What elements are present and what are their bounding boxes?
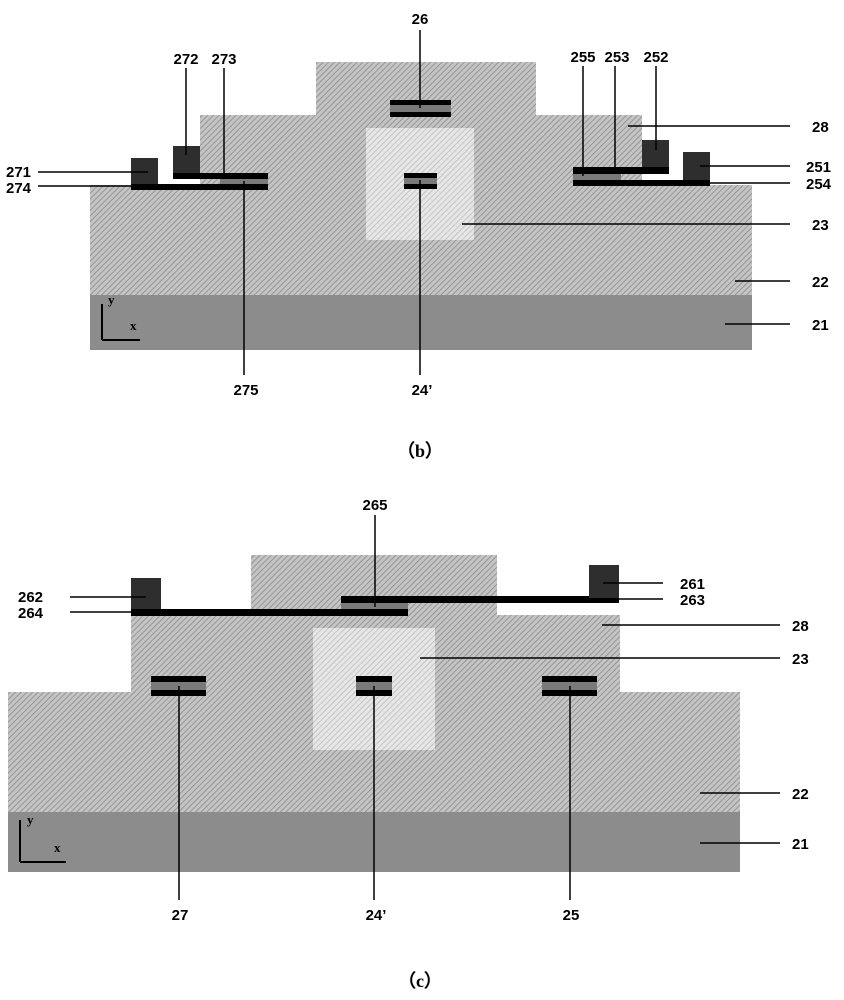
label-22: 22 bbox=[812, 274, 829, 291]
label-28: 28 bbox=[792, 618, 809, 635]
label-272: 272 bbox=[173, 51, 198, 68]
label-23: 23 bbox=[812, 217, 829, 234]
electrode-261 bbox=[589, 565, 619, 598]
label-24p: 24’ bbox=[412, 382, 433, 399]
label-262: 262 bbox=[18, 589, 43, 606]
label-25: 25 bbox=[563, 907, 580, 924]
label-274: 274 bbox=[6, 180, 32, 197]
label-252: 252 bbox=[643, 49, 668, 66]
axis-y-label: y bbox=[108, 292, 115, 307]
bar-273 bbox=[173, 173, 268, 179]
label-273: 273 bbox=[211, 51, 236, 68]
label-23: 23 bbox=[792, 651, 809, 668]
figure-b: y x 26 272 273 271 274 255 253 252 28 25… bbox=[6, 11, 832, 461]
caption-c: （c） bbox=[398, 971, 442, 991]
label-22: 22 bbox=[792, 786, 809, 803]
label-28: 28 bbox=[812, 119, 829, 136]
axis-x-label: x bbox=[54, 840, 61, 855]
label-264: 264 bbox=[18, 605, 44, 622]
electrode-262 bbox=[131, 578, 161, 610]
bar-274 bbox=[131, 184, 268, 190]
layer-21-substrate bbox=[90, 295, 752, 350]
label-21: 21 bbox=[792, 836, 809, 853]
bar-263 bbox=[341, 596, 619, 603]
figure-c: y x 265 262 264 261 263 28 23 22 21 27 2… bbox=[8, 497, 809, 991]
label-27: 27 bbox=[172, 907, 189, 924]
axis-x-label: x bbox=[130, 318, 137, 333]
label-275: 275 bbox=[233, 382, 258, 399]
label-263: 263 bbox=[680, 592, 705, 609]
caption-b: （b） bbox=[397, 441, 443, 461]
layer-255 bbox=[573, 174, 621, 180]
label-253: 253 bbox=[604, 49, 629, 66]
bar-253 bbox=[573, 167, 669, 174]
label-265: 265 bbox=[362, 497, 387, 514]
bar-264 bbox=[131, 609, 408, 616]
label-271: 271 bbox=[6, 164, 31, 181]
label-24p: 24’ bbox=[366, 907, 387, 924]
label-21: 21 bbox=[812, 317, 829, 334]
label-251: 251 bbox=[806, 159, 831, 176]
label-254: 254 bbox=[806, 176, 832, 193]
label-255: 255 bbox=[570, 49, 595, 66]
bar-254 bbox=[573, 180, 710, 186]
label-261: 261 bbox=[680, 576, 705, 593]
device-cross-section-figures: y x 26 272 273 271 274 255 253 252 28 25… bbox=[0, 0, 844, 1000]
axis-y-label: y bbox=[27, 812, 34, 827]
label-26: 26 bbox=[412, 11, 429, 28]
